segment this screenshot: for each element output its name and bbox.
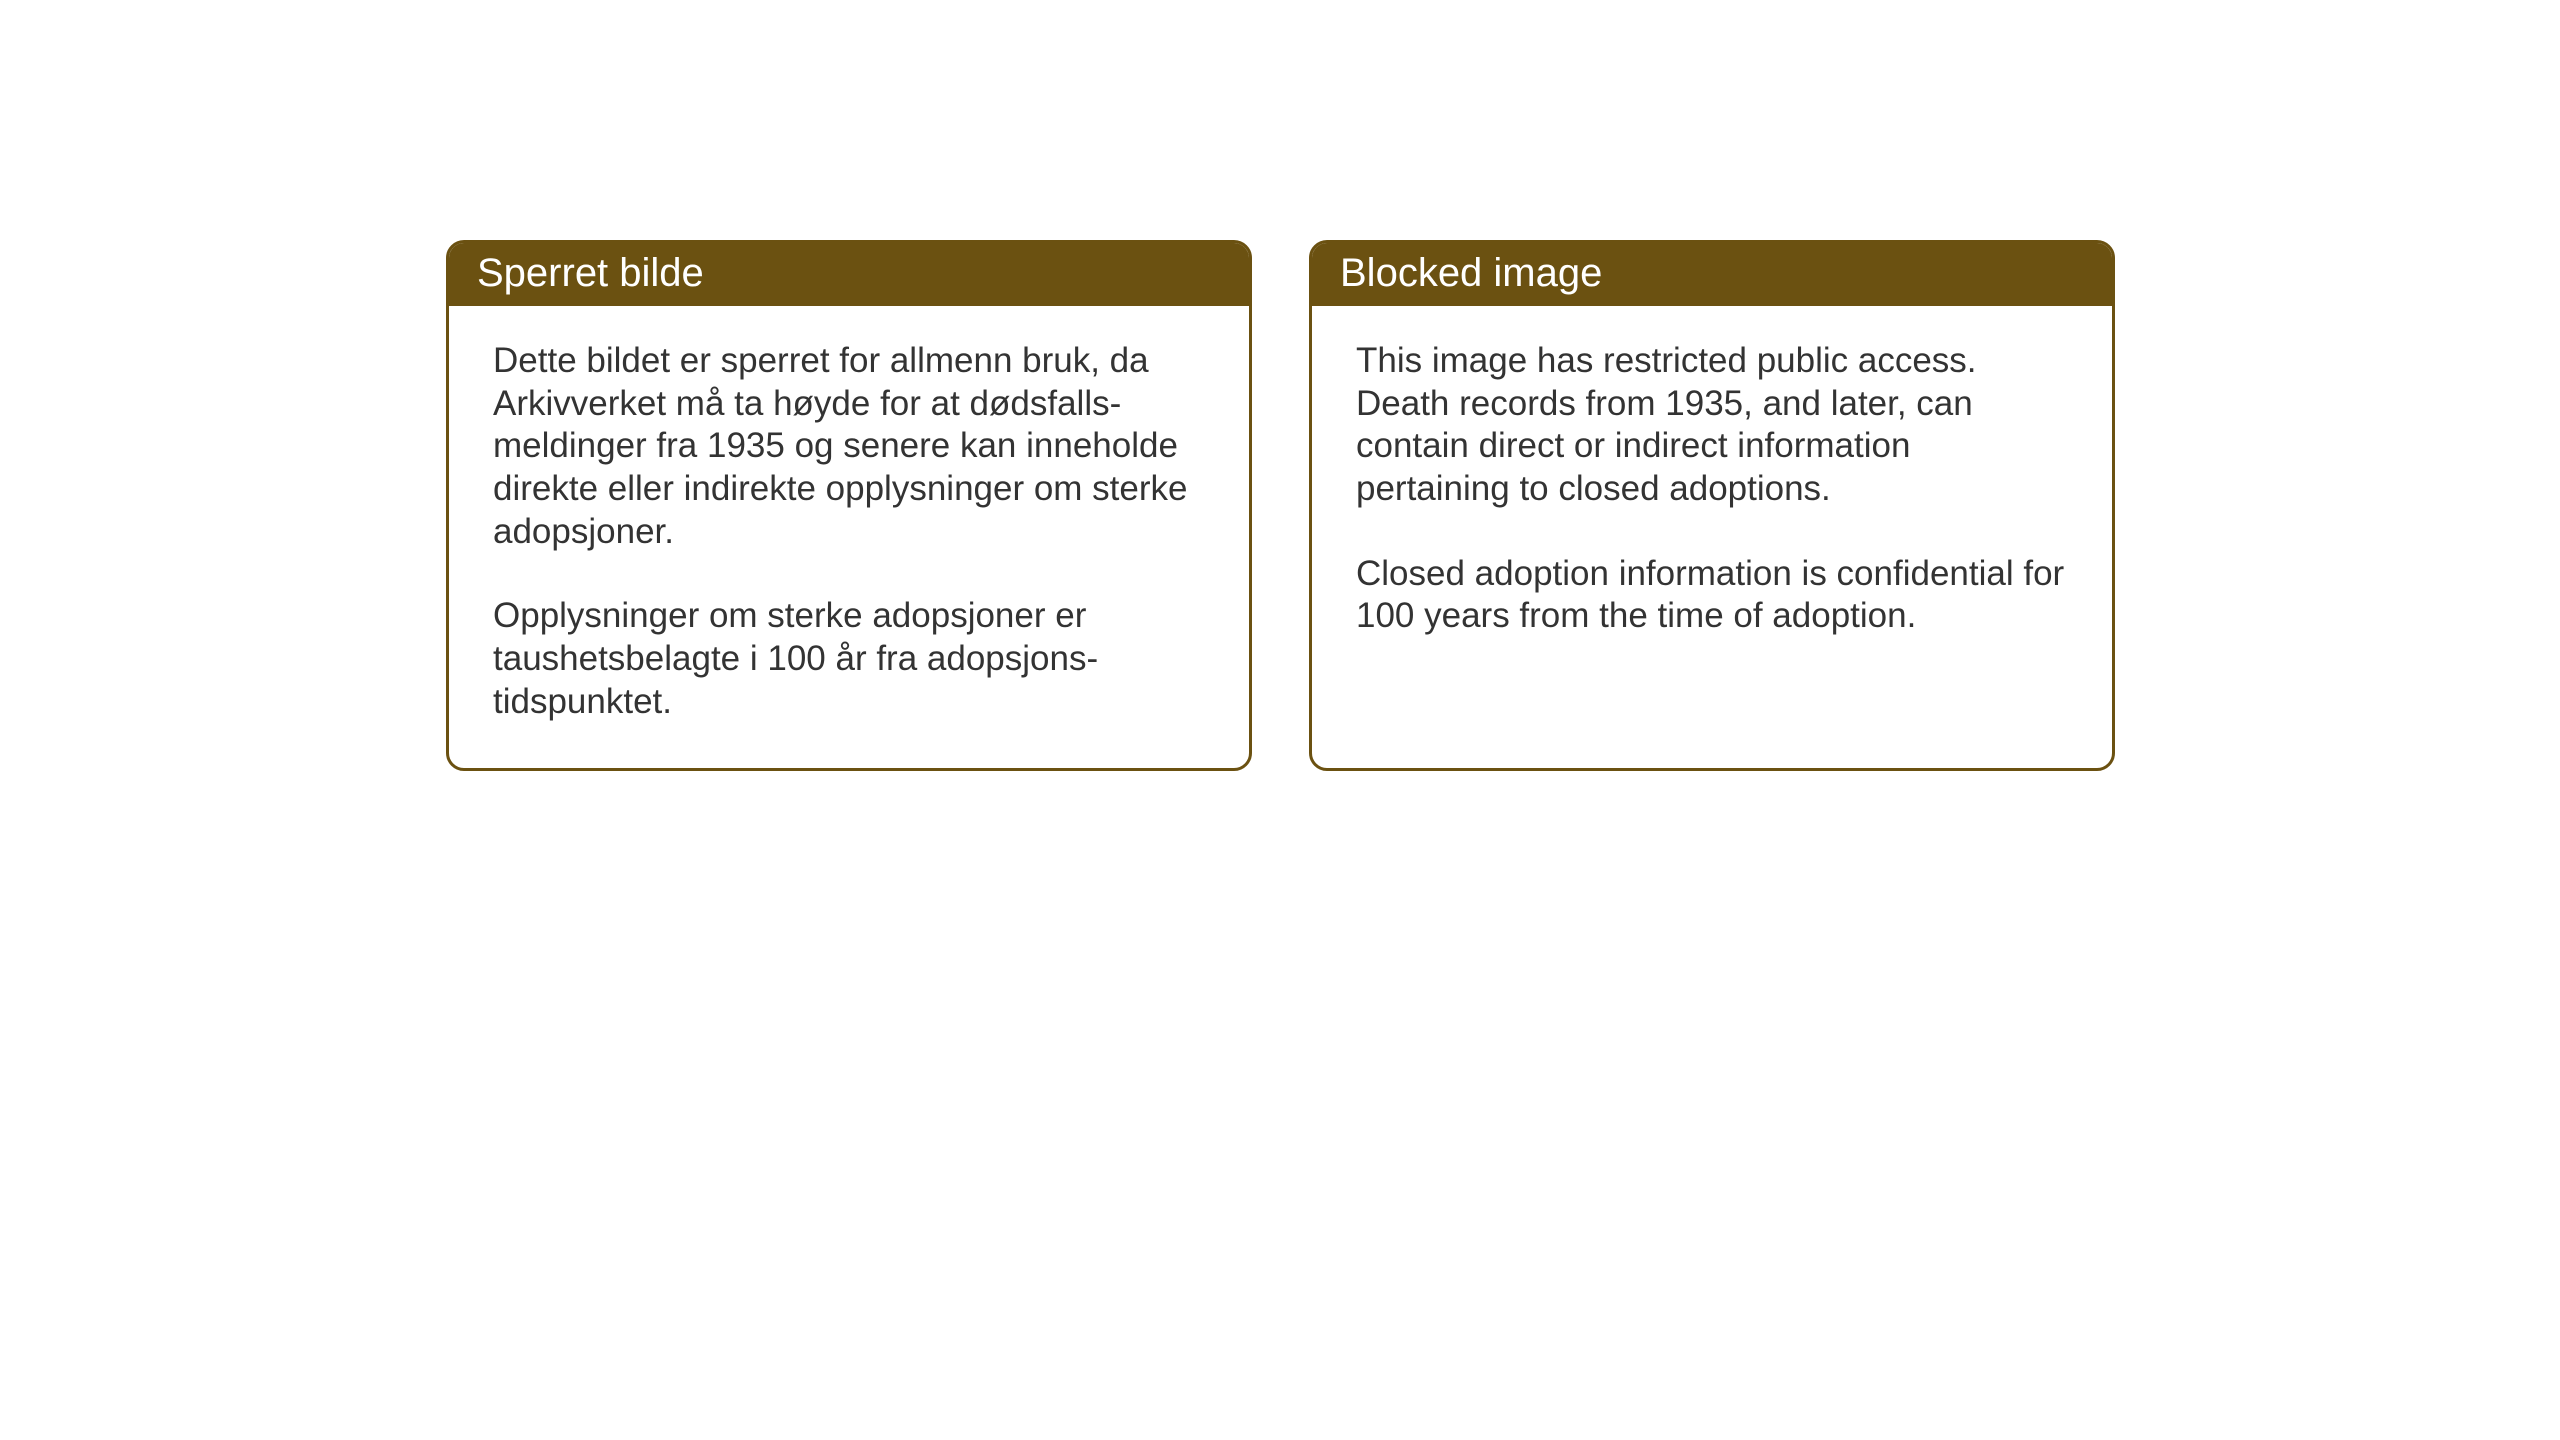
norwegian-paragraph-2: Opplysninger om sterke adopsjoner er tau… (493, 595, 1205, 723)
norwegian-card-title: Sperret bilde (449, 243, 1249, 306)
english-paragraph-2: Closed adoption information is confident… (1356, 553, 2068, 638)
norwegian-paragraph-1: Dette bildet er sperret for allmenn bruk… (493, 340, 1205, 553)
english-card: Blocked image This image has restricted … (1309, 240, 2115, 771)
norwegian-card-body: Dette bildet er sperret for allmenn bruk… (449, 306, 1249, 768)
english-card-title: Blocked image (1312, 243, 2112, 306)
norwegian-card: Sperret bilde Dette bildet er sperret fo… (446, 240, 1252, 771)
english-card-body: This image has restricted public access.… (1312, 306, 2112, 682)
cards-container: Sperret bilde Dette bildet er sperret fo… (446, 240, 2115, 771)
english-paragraph-1: This image has restricted public access.… (1356, 340, 2068, 511)
